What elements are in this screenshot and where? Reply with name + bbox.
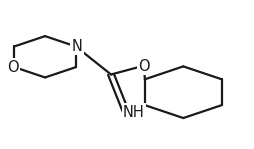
Text: N: N xyxy=(71,39,82,54)
Text: NH: NH xyxy=(122,105,144,120)
Text: O: O xyxy=(7,60,19,75)
Text: O: O xyxy=(138,59,149,74)
